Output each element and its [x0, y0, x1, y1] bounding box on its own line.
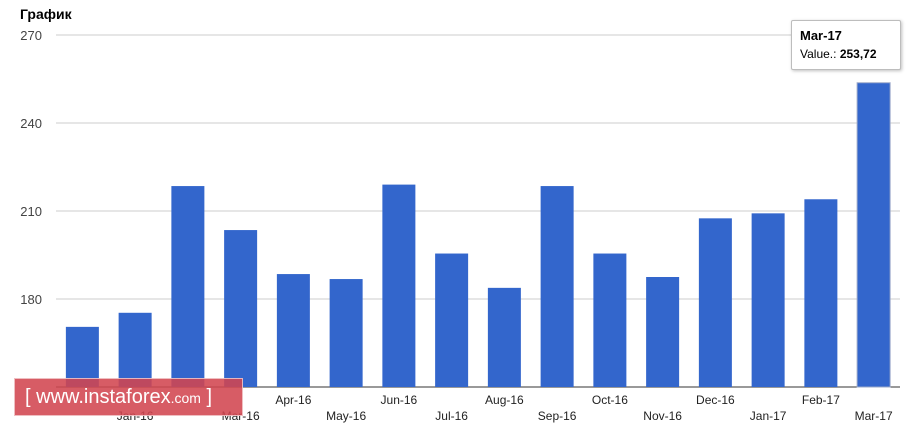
- bar-feb-16[interactable]: [171, 186, 205, 387]
- bar-mar-17[interactable]: [856, 82, 891, 388]
- x-tick-label: Oct-16: [592, 393, 628, 407]
- bar-may-16[interactable]: [329, 279, 363, 387]
- bar-sep-16[interactable]: [540, 186, 574, 387]
- bars: [65, 82, 891, 388]
- x-tick-label: Apr-16: [275, 393, 311, 407]
- x-tick-label: Jul-16: [435, 409, 468, 423]
- x-axis: Jan-16 Mar-16Apr-16May-16Jun-16Jul-16Aug-…: [117, 393, 893, 423]
- x-tick-label: Sep-16: [538, 409, 577, 423]
- x-tick-label: Aug-16: [485, 393, 524, 407]
- tooltip: Mar-17 Value.: 253,72: [791, 20, 901, 70]
- bar-feb-17[interactable]: [804, 199, 838, 387]
- bar-apr-16[interactable]: [276, 274, 310, 387]
- x-tick-label: Jun-16: [381, 393, 418, 407]
- watermark-bracket-open: [: [25, 386, 31, 408]
- x-tick-label: Mar-17: [855, 409, 893, 423]
- y-tick-label: 270: [20, 28, 42, 43]
- tooltip-row: Value.: 253,72: [800, 47, 892, 61]
- x-tick-label: Nov-16: [643, 409, 682, 423]
- tooltip-title: Mar-17: [800, 28, 842, 43]
- bar-jan-17[interactable]: [751, 213, 785, 387]
- y-tick-label: 240: [20, 116, 42, 131]
- bar-dec-16[interactable]: [698, 218, 732, 387]
- x-tick-label: Dec-16: [696, 393, 735, 407]
- y-axis: 180 210 240 270: [20, 28, 42, 307]
- chart-title: График: [20, 6, 73, 22]
- x-tick-label: Feb-17: [802, 393, 840, 407]
- tooltip-value: 253,72: [839, 47, 877, 61]
- bar-jul-16[interactable]: [435, 253, 469, 387]
- watermark-bracket-close: ]: [206, 386, 213, 408]
- x-tick-label: May-16: [326, 409, 366, 423]
- bar-mar-16[interactable]: [224, 230, 258, 387]
- tooltip-label: Value.:: [800, 47, 837, 61]
- watermark: [ www.instaforex.com ]: [14, 378, 243, 416]
- bar-jun-16[interactable]: [382, 184, 416, 387]
- watermark-domain: .com: [170, 390, 201, 406]
- watermark-text: www.instaforex: [36, 386, 171, 408]
- x-tick-label: Jan-17: [750, 409, 787, 423]
- bar-nov-16[interactable]: [646, 277, 680, 387]
- y-tick-label: 180: [20, 292, 42, 307]
- bar-oct-16[interactable]: [593, 253, 627, 387]
- y-tick-label: 210: [20, 204, 42, 219]
- bar-jan-16[interactable]: [118, 312, 152, 387]
- bar-dec-15[interactable]: [65, 326, 99, 387]
- bar-aug-16[interactable]: [487, 287, 521, 387]
